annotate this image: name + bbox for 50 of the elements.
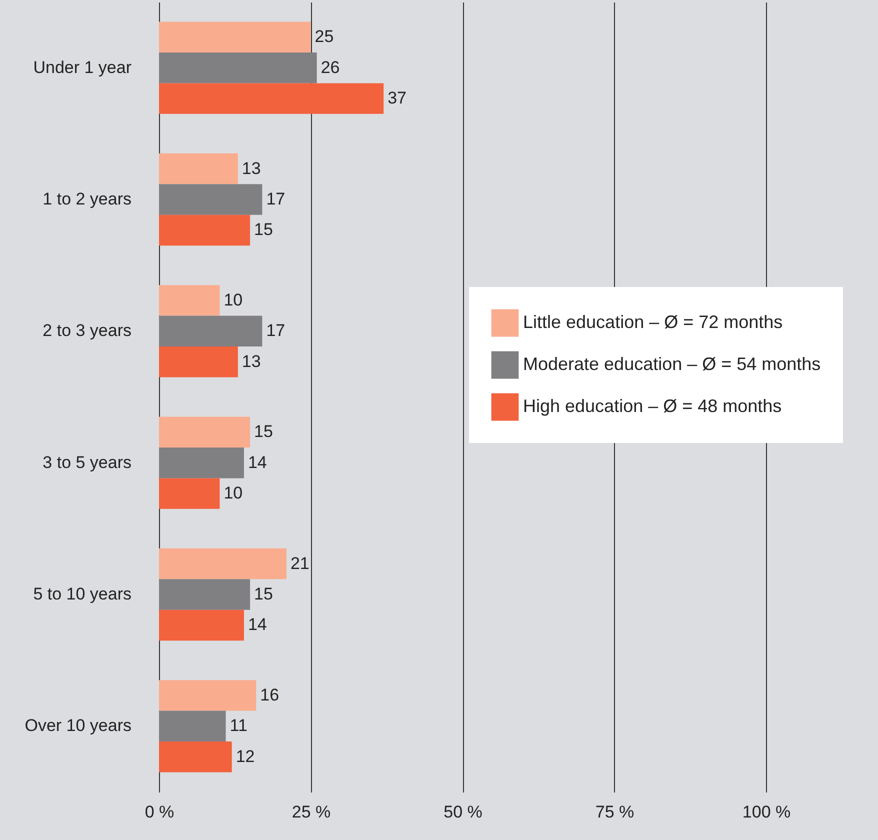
bar (159, 416, 250, 448)
data-label: 15 (254, 422, 273, 442)
data-label: 25 (314, 27, 334, 46)
bar (159, 184, 262, 215)
bar (159, 316, 262, 347)
data-label: 10 (224, 484, 243, 503)
bar (159, 346, 238, 378)
x-tick-label: 0 % (144, 802, 174, 822)
data-label: 12 (236, 746, 255, 766)
bar (159, 478, 220, 509)
data-label: 15 (254, 584, 273, 604)
x-tick-label: 100 % (742, 802, 791, 822)
y-tick-label: 5 to 10 years (33, 584, 132, 604)
bar (159, 710, 226, 742)
data-label: 15 (254, 220, 273, 240)
y-tick-label: Over 10 years (24, 716, 132, 736)
bar (159, 579, 250, 610)
data-label: 10 (224, 290, 243, 310)
bar (159, 22, 311, 52)
bar (159, 83, 384, 114)
legend-label: Little education – Ø = 72 months (523, 312, 783, 332)
data-label: 21 (290, 554, 310, 573)
legend-label: Moderate education – Ø = 54 months (523, 354, 821, 374)
x-tick-label: 25 % (292, 802, 331, 822)
bar (159, 742, 232, 772)
data-label: 14 (248, 615, 267, 634)
bar (159, 548, 286, 580)
data-label: 17 (266, 190, 286, 208)
y-tick-label: 1 to 2 years (42, 190, 132, 208)
bar (159, 680, 256, 711)
data-label: 13 (242, 352, 261, 371)
bar (159, 52, 317, 84)
data-label: 14 (248, 452, 267, 472)
x-tick-label: 75 % (595, 802, 634, 822)
data-label: 17 (266, 321, 286, 340)
data-label: 26 (320, 58, 340, 77)
data-label: 13 (242, 158, 261, 178)
bar (159, 214, 250, 246)
bar (159, 447, 244, 478)
y-tick-label: 2 to 3 years (42, 321, 132, 340)
legend-label: High education – Ø = 48 months (523, 396, 782, 416)
y-tick-label: 3 to 5 years (42, 452, 132, 472)
x-tick-label: 50 % (444, 802, 482, 822)
bar (159, 285, 220, 316)
data-label: 11 (230, 716, 248, 736)
data-label: 37 (388, 88, 407, 108)
data-label: 16 (260, 685, 280, 704)
bar (159, 153, 238, 184)
y-tick-label: Under 1 year (33, 58, 132, 77)
bar (159, 610, 244, 641)
